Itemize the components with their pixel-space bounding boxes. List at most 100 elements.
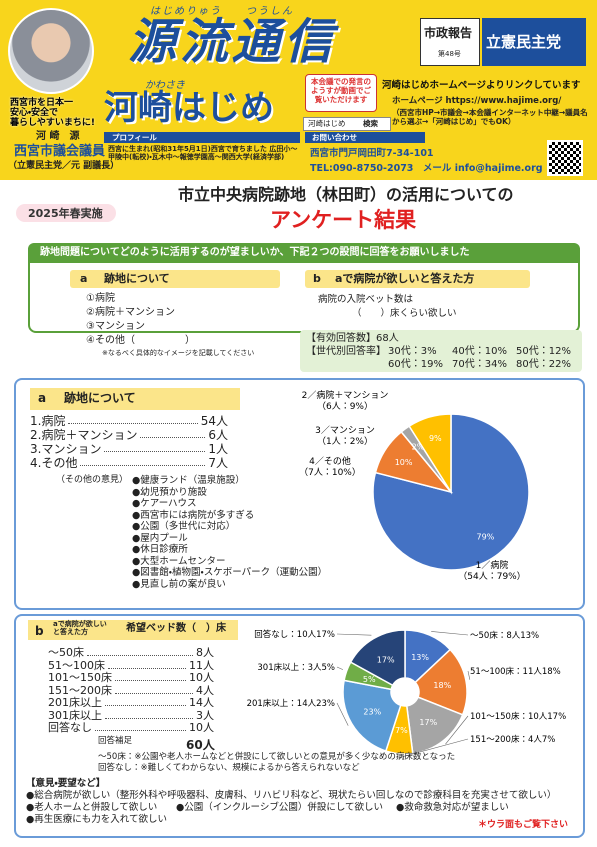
comment-item: ●公園（インクルーシブ公園）併設にして欲しい (176, 802, 384, 813)
total-label: 回答補足 (98, 736, 133, 746)
newsletter-title: 源流通信 (128, 14, 337, 70)
slice-label: 7% (395, 726, 408, 735)
slice-category: 1／病院 (476, 560, 509, 571)
question-a-pill (70, 270, 280, 288)
row-value: 11人 (189, 658, 214, 672)
question-b-pill (305, 270, 530, 288)
slice-label: 79% (477, 532, 495, 541)
question-option: ①病院 (86, 293, 115, 304)
pie-slice (342, 679, 402, 752)
survey-year: 2025年春実施 (28, 207, 103, 220)
leader-dots (87, 646, 193, 656)
age-rate: 50代：12% (516, 346, 571, 357)
opinion-item: ●西宮市には病院が多すぎる (132, 509, 255, 521)
photo-caption: 安心・安全で (10, 108, 59, 118)
name-ruby: かわさき (145, 80, 185, 91)
person-name: 河 崎 源 (36, 131, 80, 142)
qr-code (547, 140, 583, 176)
slice-category: 4／その他 (309, 455, 351, 467)
question-letter: a (80, 272, 88, 285)
homepage-url: ホームページ https://www.hajime.org/ (392, 96, 562, 106)
row-label: 4.その他 (30, 456, 78, 470)
slice-category: 3／マンション (315, 425, 375, 436)
count-row: 201床以上 14人 (48, 696, 214, 710)
slice-category: 151～200床：4人7% (470, 735, 555, 745)
slice-category: 301床以上：3人5% (257, 663, 335, 673)
section-letter: a (38, 391, 47, 405)
photo-caption: 暮らしやすいまちに! (10, 118, 96, 128)
section-question: aで病院が欲しいと答えた方 (53, 620, 107, 637)
slice-category: ～50床：8人13% (470, 631, 539, 641)
title-ruby: はじめりゅう つうしん (150, 6, 294, 17)
count-row: 51～100床 11人 (48, 659, 214, 673)
row-label: 3.マンション (30, 442, 102, 456)
leader-line (336, 666, 344, 670)
valid-responses: 【有効回答数】68人 (306, 333, 399, 344)
slice-label: 17% (377, 655, 395, 664)
homepage-nav: （西宮市HP→市議会→本会議インターネット中継→議員名から選ぶ→「河崎はじめ」で… (392, 108, 588, 126)
leader-dots (104, 442, 206, 452)
comment-item: ●再生医療にも力を入れて欲しい (26, 814, 168, 825)
opinion-item: ●見直し前の案が良い (132, 578, 226, 590)
row-value: 10人 (189, 671, 214, 684)
footer-note: ＊ウラ面もご覧下さい (478, 820, 569, 830)
leader-dots (95, 721, 186, 731)
question-blank: （ ）床くらい欲しい (352, 308, 457, 319)
count-row: 2.病院＋マンション 6人 (30, 428, 228, 442)
row-label: ～50床 (48, 646, 84, 659)
result-a-box (14, 378, 585, 610)
row-value: 1人 (208, 442, 228, 456)
row-value: 8人 (196, 646, 214, 659)
politician-name: 河崎はじめ (104, 88, 274, 128)
pie-slice (408, 413, 452, 495)
count-row: ～50床 8人 (48, 646, 214, 660)
slice-category: （6人：9%） (317, 401, 373, 412)
leader-line (431, 631, 469, 636)
address: 西宮市門戸岡田町7-34-101 (310, 148, 434, 159)
slice-label: 23% (363, 707, 381, 716)
row-label: 101～150床 (48, 671, 112, 684)
leader-line (398, 738, 469, 758)
row-label: 51～100床 (48, 658, 105, 672)
party-name: 立憲民主党 (486, 33, 562, 51)
age-rate: 30代：3% (388, 346, 437, 357)
section-subtitle: 希望ベッド数（ ）床 (126, 623, 226, 634)
opinion-item: ●屋内プール (132, 532, 188, 544)
row-label: 2.病院＋マンション (30, 428, 138, 442)
issue-number: 第48号 (438, 50, 461, 58)
row-value: 6人 (208, 428, 228, 442)
report-badge (420, 18, 480, 66)
slice-label: 17% (419, 718, 437, 727)
slice-category: 回答なし：10人17% (254, 629, 335, 640)
pie-slice (349, 629, 406, 687)
link-note: 河崎はじめホームページよりリンクしています (382, 80, 581, 91)
question-option: ②病院＋マンション (86, 307, 175, 318)
slice-category: （7人：10%） (299, 467, 361, 478)
leader-dots (108, 659, 186, 669)
count-row: 回答なし 10人 (48, 721, 214, 735)
opinion-item: ●休日診療所 (132, 544, 188, 555)
slice-category: （1人：2%） (317, 436, 373, 447)
year-badge (16, 204, 116, 222)
leader-dots (80, 456, 206, 466)
stats-box (300, 330, 582, 372)
note: 回答なし：※難しくてわからない、規模によるから答えられないなど (98, 763, 360, 773)
row-value: 7人 (208, 456, 228, 470)
search-button: 検索 (363, 119, 378, 128)
opinion-item: ●幼児預かり施設 (132, 486, 207, 498)
survey-title: 市立中央病院跡地（林田町）の活用についての (178, 185, 514, 204)
row-value: 4人 (196, 683, 214, 697)
slice-label: 5% (363, 675, 376, 684)
party-logo (482, 18, 586, 66)
count-row: 4.その他 7人 (30, 456, 228, 470)
section-title: 跡地について (64, 391, 136, 405)
leader-dots (115, 684, 193, 694)
affiliation: （立憲民主党／元 副議長） (8, 161, 120, 171)
question-note: ※なるべく具体的なイメージを記載してください (102, 349, 255, 357)
row-label: 回答なし (48, 721, 92, 734)
portrait-photo (8, 8, 94, 94)
opinion-item: ●図書館・植物園・スケボーパーク（運動公園） (132, 567, 328, 578)
opinion-item: ●大型ホームセンター (132, 555, 226, 567)
slice-category: 201床以上：14人23% (247, 699, 335, 709)
